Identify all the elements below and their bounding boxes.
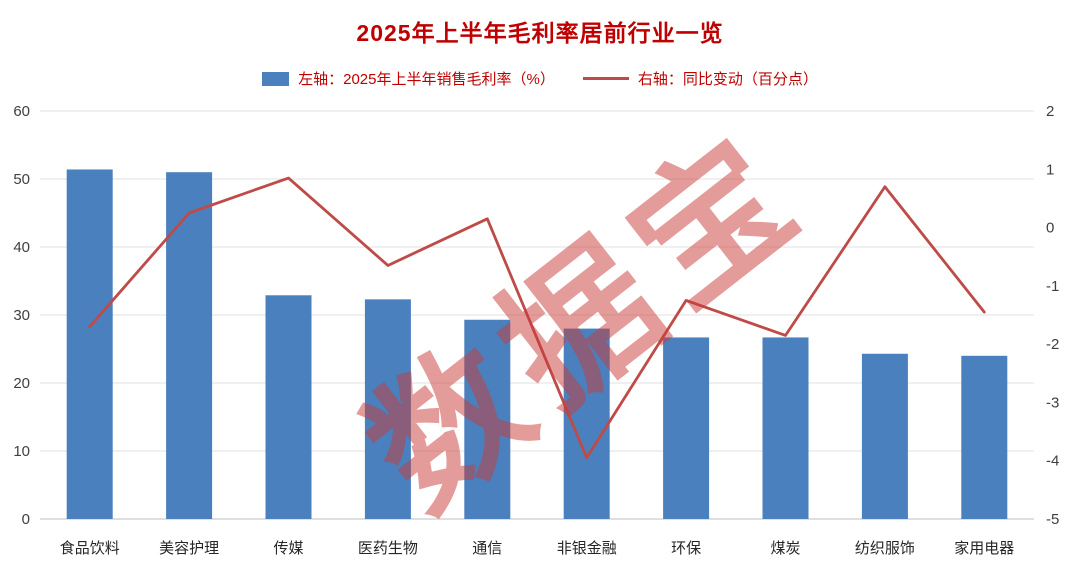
x-axis-label: 非银金融 bbox=[557, 540, 617, 557]
x-axis-label: 传媒 bbox=[273, 540, 303, 557]
chart-svg: 0 10 20 30 40 50 60 -5 -4 -3 -2 -1 0 1 2 食品饮料 美容护理 传媒 医药生物… bbox=[13, 103, 1059, 557]
x-axis-label: 纺织服饰 bbox=[855, 540, 915, 557]
left-axis-tick: 10 bbox=[13, 443, 30, 460]
x-axis-label: 环保 bbox=[671, 540, 701, 557]
x-axis-label: 通信 bbox=[472, 540, 502, 557]
left-axis-tick: 60 bbox=[13, 103, 30, 120]
bar bbox=[663, 337, 710, 519]
right-axis-tick: -4 bbox=[1046, 453, 1059, 470]
left-axis-tick: 50 bbox=[13, 171, 30, 188]
right-axis-tick: -2 bbox=[1046, 336, 1059, 353]
right-axis-tick: -1 bbox=[1046, 278, 1059, 295]
x-axis-label: 美容护理 bbox=[159, 540, 219, 557]
bar bbox=[364, 299, 411, 519]
right-axis-tick: 2 bbox=[1046, 103, 1054, 120]
x-axis-label: 食品饮料 bbox=[60, 540, 120, 557]
x-axis-label: 煤炭 bbox=[770, 540, 800, 557]
legend-item-line: 右轴：同比变动（百分点） bbox=[582, 68, 818, 89]
right-axis-tick: -3 bbox=[1046, 394, 1059, 411]
bar bbox=[762, 337, 809, 519]
line-legend-swatch bbox=[582, 77, 629, 80]
bar bbox=[166, 172, 213, 519]
bar bbox=[563, 328, 610, 519]
legend-label-bar: 左轴：2025年上半年销售毛利率（%） bbox=[298, 71, 555, 88]
right-axis-tick: 0 bbox=[1046, 220, 1054, 237]
legend-label-line: 右轴：同比变动（百分点） bbox=[637, 71, 818, 88]
left-axis-tick: 30 bbox=[13, 307, 30, 324]
bar bbox=[265, 295, 312, 519]
chart-area: 0 10 20 30 40 50 60 -5 -4 -3 -2 -1 0 1 2 食品饮料 美容护理 传媒 医药生物… bbox=[0, 97, 1080, 572]
bar bbox=[464, 319, 511, 519]
trend-line bbox=[88, 176, 986, 460]
left-axis-tick: 40 bbox=[13, 239, 30, 256]
legend-item-bar: 左轴：2025年上半年销售毛利率（%） bbox=[262, 68, 555, 89]
bar bbox=[66, 169, 113, 519]
left-axis-tick: 20 bbox=[13, 375, 30, 392]
chart-title: 2025年上半年毛利率居前行业一览 bbox=[356, 20, 724, 46]
bar bbox=[861, 353, 908, 519]
left-axis-tick: 0 bbox=[22, 511, 30, 528]
legend: 左轴：2025年上半年销售毛利率（%） 右轴：同比变动（百分点） bbox=[0, 68, 1080, 89]
bar bbox=[961, 355, 1008, 519]
right-axis-tick: 1 bbox=[1046, 161, 1054, 178]
bar-legend-swatch bbox=[262, 71, 290, 86]
x-axis-label: 医药生物 bbox=[358, 540, 418, 557]
right-axis-tick: -5 bbox=[1046, 511, 1059, 528]
x-axis-label: 家用电器 bbox=[954, 540, 1014, 557]
